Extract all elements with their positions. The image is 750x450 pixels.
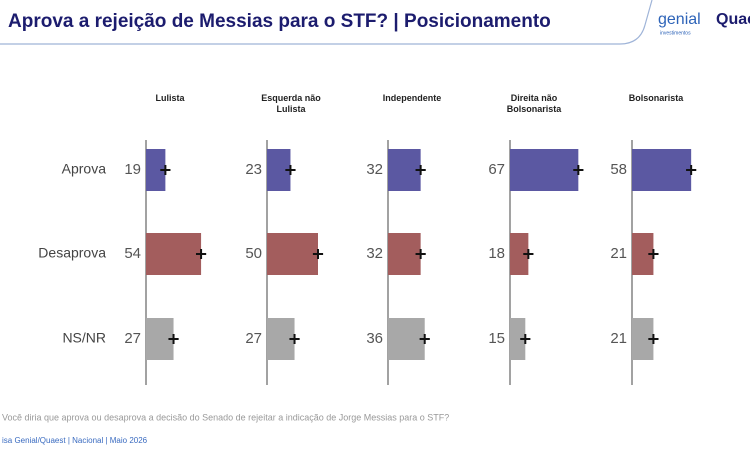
value-label: 32 <box>366 161 383 178</box>
category-label: Aprova <box>62 161 107 177</box>
source: isa Genial/Quaest | Nacional | Maio 2026 <box>2 436 148 445</box>
value-label: 23 <box>245 161 262 178</box>
logo: genial <box>658 11 701 28</box>
header-curve <box>0 0 653 45</box>
value-label: 67 <box>488 161 505 178</box>
value-label: 50 <box>245 245 262 262</box>
value-label: 19 <box>124 161 141 178</box>
bar <box>632 149 692 191</box>
bar <box>388 149 421 191</box>
value-label: 21 <box>610 330 627 347</box>
bar <box>388 233 421 275</box>
value-label: 18 <box>488 245 505 262</box>
value-label: 54 <box>124 245 141 262</box>
bar <box>510 149 579 191</box>
value-label: 36 <box>366 330 383 347</box>
panel-title: Lulista <box>155 93 185 103</box>
panel-title: Independente <box>382 93 442 103</box>
bar <box>388 318 425 360</box>
bar <box>510 233 529 275</box>
bar <box>267 233 318 275</box>
value-label: 58 <box>610 161 627 178</box>
bar <box>146 233 202 275</box>
logo-sub: investimentos <box>660 30 691 36</box>
value-label: 15 <box>488 330 505 347</box>
note: Você diria que aprova ou desaprova a dec… <box>2 412 449 422</box>
value-label: 27 <box>124 330 141 347</box>
panel-title: Bolsonarista <box>628 93 684 103</box>
value-label: 27 <box>245 330 262 347</box>
panel-title: Esquerda não Lulista <box>261 93 321 114</box>
category-label: NS/NR <box>62 330 106 346</box>
category-label: Desaprova <box>38 245 106 261</box>
bar <box>267 149 291 191</box>
chart-title: Aprova a rejeição de Messias para o STF?… <box>8 11 551 32</box>
logo2: Quaest <box>716 11 750 28</box>
bar <box>510 318 526 360</box>
value-label: 21 <box>610 245 627 262</box>
panel-title: Direita não Bolsonarista <box>506 93 562 114</box>
bar <box>632 233 654 275</box>
value-label: 32 <box>366 245 383 262</box>
bar <box>146 149 166 191</box>
bar <box>632 318 654 360</box>
